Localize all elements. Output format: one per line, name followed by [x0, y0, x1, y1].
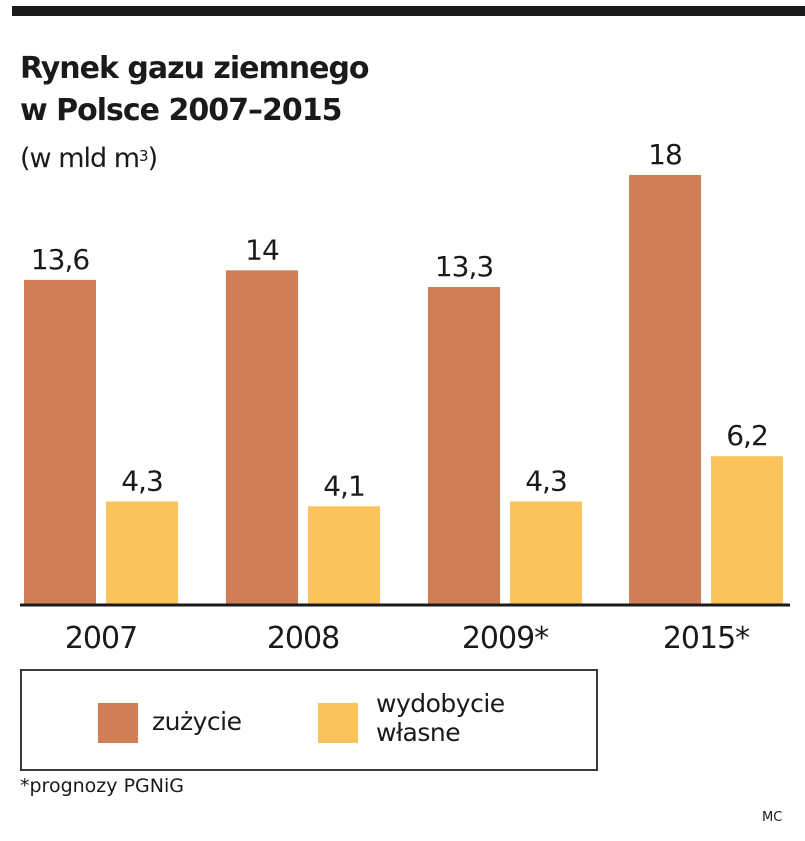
credit: MC [762, 810, 783, 825]
data-label: 4,1 [323, 469, 365, 502]
bar-production [711, 456, 783, 604]
x-tick-label: 2009* [462, 621, 549, 656]
bar-production [106, 501, 178, 604]
top-rule [12, 6, 805, 16]
data-label: 4,3 [121, 465, 163, 498]
subtitle-superscript: 3 [139, 147, 148, 165]
legend-label-production: wydobycie własne [376, 689, 505, 747]
data-label: 13,3 [435, 250, 493, 283]
subtitle-prefix: (w mld m [20, 143, 140, 174]
subtitle-suffix: ) [147, 143, 159, 174]
legend-label-production-line1: wydobycie [376, 689, 505, 718]
legend-swatch-production [318, 703, 358, 743]
bar-consumption [24, 279, 96, 604]
chart-title: Rynek gazu ziemnego w Polsce 2007–2015 [20, 51, 370, 128]
bar-consumption [226, 270, 298, 604]
x-tick-label: 2008 [267, 621, 339, 656]
bar-production [510, 501, 582, 604]
bar-consumption [629, 175, 701, 604]
bar-consumption [428, 287, 500, 604]
data-label: 4,3 [525, 465, 567, 498]
x-tick-label: 2007 [65, 621, 137, 656]
legend-label-consumption: zużycie [152, 707, 242, 736]
data-label: 6,2 [726, 419, 768, 452]
legend-swatch-consumption [98, 703, 138, 743]
footnote: *prognozy PGNiG [20, 775, 184, 797]
data-label: 13,6 [31, 243, 90, 276]
data-label: 18 [648, 138, 682, 171]
legend-label-production-line2: własne [376, 718, 461, 747]
bar-production [308, 506, 380, 604]
legend: zużycie wydobycie własne [20, 669, 598, 771]
x-tick-label: 2015* [663, 621, 750, 656]
chart-subtitle: (w mld m3) [20, 142, 159, 176]
data-label: 14 [245, 233, 279, 266]
bar-chart: 13,6 4,3 2007 14 4,1 2008 13,3 4,3 2009* 18 6,2 201… [20, 138, 790, 656]
